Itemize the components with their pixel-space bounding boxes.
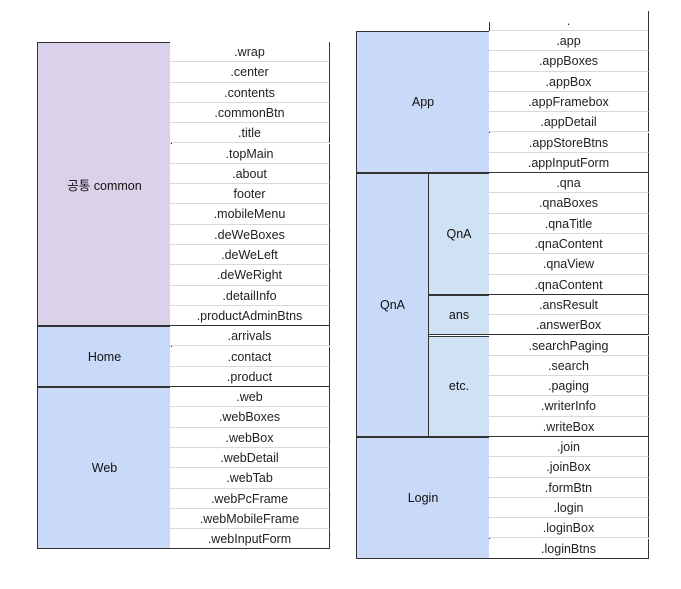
class-name-cell: .deWeBoxes [170,224,330,245]
class-name-cell: .loginBox [489,518,649,539]
class-name-cell: .webDetail [170,448,330,469]
class-name-cell: .app [489,31,649,52]
subcategory-cell-2: etc. [428,335,490,437]
class-name-cell: .wrap [170,42,330,63]
class-name-cell: .webTab [170,468,330,489]
class-name-cell: .commonBtn [170,102,330,124]
class-name-cell: .deWeRight [170,265,330,286]
class-name-cell: .search [489,355,649,377]
class-name-cell: .appBox [489,71,649,92]
class-name-cell: .join [489,437,649,458]
category-cell-0: 공통 common [37,42,172,327]
class-name-cell: .appDetail [489,112,649,133]
class-name-cell: .center [170,62,330,83]
class-name-cell: .contents [170,82,330,103]
class-name-cell: .qnaContent [489,274,649,295]
class-name-cell: .appStoreBtns [489,132,649,153]
class-name-cell: .topMain [170,143,330,164]
class-name-cell: .login [489,497,649,519]
class-name-cell: .about [170,163,330,185]
class-name-cell: .webInputForm [170,529,330,550]
right-table-upper-divider [489,22,490,31]
class-name-cell: .webMobileFrame [170,508,330,530]
class-name-cell: .deWeLeft [170,245,330,266]
class-name-cell: .writerInfo [489,396,649,417]
class-name-cell: .arrivals [170,326,330,347]
subcategory-cell-0: QnA [428,173,490,295]
category-cell-qna: QnA [356,173,429,437]
class-name-cell: .webBoxes [170,407,330,428]
class-name-cell: .qnaContent [489,234,649,255]
class-name-cell: .qnaView [489,254,649,275]
class-name-cell: .ansResult [489,294,649,316]
class-name-cell: .loginBtns [489,538,649,559]
class-name-cell: .qnaBoxes [489,193,649,214]
class-name-cell: .product [170,366,330,388]
class-name-cell: .webBox [170,427,330,448]
class-name-cell: .productAdminBtns [170,305,330,327]
category-cell-2: Web [37,387,172,550]
category-cell-app: App [356,31,490,174]
class-name-cell: .contact [170,346,330,367]
class-name-cell: .detailInfo [170,285,330,306]
class-name-cell: .title [170,123,330,144]
class-name-cell: .qna [489,173,649,194]
subcategory-cell-1: ans [428,294,490,336]
class-name-cell: .mobileMenu [170,204,330,225]
class-name-cell: .answerBox [489,315,649,336]
class-name-cell: .searchPaging [489,335,649,356]
class-name-cell: .web [170,387,330,408]
class-name-cell: footer [170,184,330,205]
class-name-cell: .appBoxes [489,51,649,72]
class-name-cell: .appFramebox [489,91,649,113]
class-name-cell: .paging [489,376,649,397]
class-name-cell: .webPcFrame [170,488,330,509]
class-name-cell: .qnaTitle [489,213,649,234]
category-cell-login: Login [356,437,490,559]
class-name-cell: .writeBox [489,416,649,437]
class-name-cell: .formBtn [489,477,649,498]
class-name-cell: .joinBox [489,457,649,478]
class-name-cell: .appInputForm [489,152,649,174]
cut-off-row: . [489,11,649,31]
category-cell-1: Home [37,326,172,388]
right-table-upper-edge [648,22,649,31]
